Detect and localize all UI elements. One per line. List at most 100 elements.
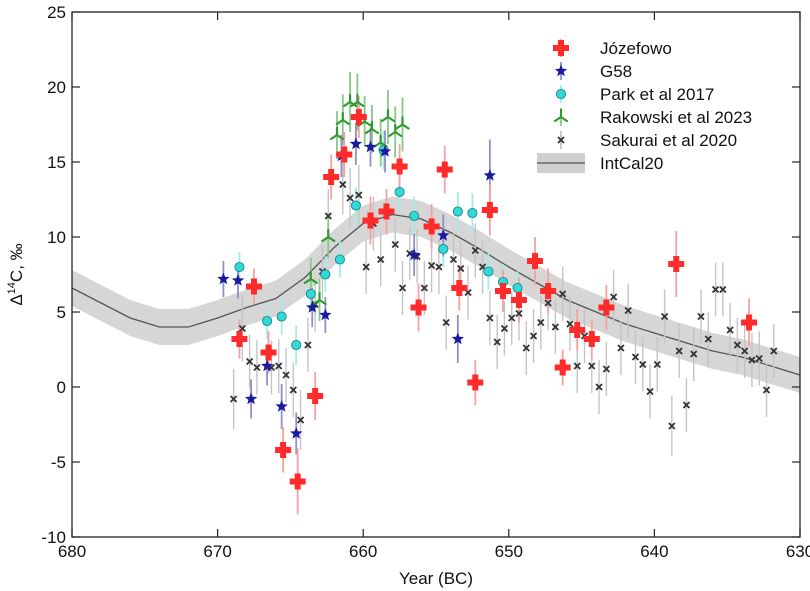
rakowski-point — [303, 270, 318, 285]
sakurai-point — [420, 284, 428, 292]
g58-point — [349, 137, 363, 150]
legend-label-g58: G58 — [600, 62, 632, 81]
sakurai-point — [733, 341, 742, 349]
sakurai-point — [522, 344, 530, 352]
jozefowo-point — [467, 374, 484, 391]
park-point — [291, 339, 302, 351]
sakurai-point — [588, 362, 596, 370]
sakurai-point — [697, 312, 705, 321]
legend-swatch-marker — [553, 40, 569, 56]
sakurai-point — [355, 191, 363, 199]
sakurai-point — [229, 395, 238, 403]
sakurai-point — [486, 314, 494, 322]
sakurai-point — [377, 255, 385, 264]
jozefowo-point — [481, 202, 498, 218]
g58-point — [217, 272, 230, 285]
sakurai-point — [508, 314, 516, 322]
sakurai-point — [500, 324, 509, 333]
rakowski-point — [335, 111, 350, 126]
sakurai-point — [719, 285, 727, 294]
rakowski-point — [373, 134, 388, 148]
sakurai-point — [253, 363, 261, 372]
rakowski-point — [388, 123, 403, 138]
sakurai-point — [748, 356, 756, 364]
y-tick-label: 20 — [47, 78, 66, 97]
sakurai-point — [755, 354, 763, 363]
jozefowo-point — [583, 331, 600, 347]
legend-label-jozefowo: Józefowo — [600, 39, 672, 58]
jozefowo-point — [494, 283, 511, 299]
sakurai-point — [493, 338, 501, 346]
x-tick-label: 660 — [349, 542, 377, 561]
sakurai-point — [631, 353, 640, 361]
jozefowo-point — [540, 283, 557, 299]
sakurai-point — [660, 312, 669, 321]
sakurai-point — [624, 306, 632, 315]
jozefowo-point — [323, 169, 340, 185]
g58-point — [378, 145, 392, 157]
park-point — [452, 206, 463, 217]
x-tick-label: 670 — [203, 542, 231, 561]
g58-point — [451, 332, 465, 345]
sakurai-point — [346, 194, 354, 202]
sakurai-point — [339, 180, 347, 189]
sakurai-point — [566, 320, 574, 328]
rakowski-point — [329, 126, 345, 141]
jozefowo-point — [569, 322, 586, 338]
park-point — [394, 186, 405, 198]
marker-layer — [217, 93, 778, 490]
park-point — [409, 210, 420, 222]
sakurai-point — [435, 263, 443, 271]
sakurai-point — [762, 386, 771, 394]
sakurai-point — [296, 416, 305, 424]
jozefowo-point — [510, 292, 527, 308]
sakurai-point — [398, 284, 407, 292]
jozefowo-point — [350, 109, 367, 125]
park-point — [467, 207, 478, 219]
g58-point — [275, 400, 288, 412]
y-axis-title-rest: C, ‰ — [7, 243, 26, 282]
sakurai-point — [324, 212, 332, 220]
sakurai-point — [304, 341, 312, 349]
sakurai-point — [653, 360, 661, 369]
sakurai-point — [362, 263, 370, 271]
legend-swatch-marker — [557, 136, 565, 144]
y-axis-title: Δ14C, ‰ — [6, 243, 26, 305]
g58-point — [290, 427, 303, 439]
jozefowo-point — [231, 331, 248, 347]
park-point — [438, 243, 449, 255]
legend-swatch-marker — [553, 108, 569, 123]
g58-point — [260, 359, 274, 372]
jozefowo-point — [378, 203, 395, 220]
jozefowo-point — [246, 278, 262, 295]
park-point — [320, 269, 331, 280]
sakurai-point — [457, 264, 465, 273]
sakurai-point — [551, 323, 560, 331]
jozefowo-point — [336, 146, 353, 163]
jozefowo-point — [362, 212, 379, 229]
y-tick-label: -10 — [41, 528, 66, 547]
g58-point — [437, 229, 450, 241]
rakowski-point — [350, 93, 365, 108]
legend-label-sakurai: Sakurai et al 2020 — [600, 131, 737, 150]
g58-point — [244, 392, 258, 405]
y-tick-label: 15 — [47, 153, 66, 172]
sakurai-point — [646, 387, 654, 396]
y-tick-label: 25 — [47, 3, 66, 22]
park-point — [483, 266, 494, 277]
rakowski-point — [321, 228, 336, 243]
park-point — [350, 200, 361, 211]
rakowski-point — [380, 108, 396, 123]
sakurai-point — [289, 386, 297, 394]
tick-layer: 680 670 660 650 640 630 -10 -5 0 5 10 15 20 25 — [41, 3, 810, 561]
sakurai-point — [275, 362, 283, 370]
y-tick-label: -5 — [51, 453, 66, 472]
sakurai-point — [391, 240, 399, 249]
sakurai-point — [442, 318, 450, 327]
legend-swatch-marker — [555, 88, 567, 100]
g58-point — [231, 274, 245, 286]
park-point — [276, 311, 287, 322]
x-tick-label: 680 — [58, 542, 86, 561]
sakurai-point — [238, 324, 246, 333]
